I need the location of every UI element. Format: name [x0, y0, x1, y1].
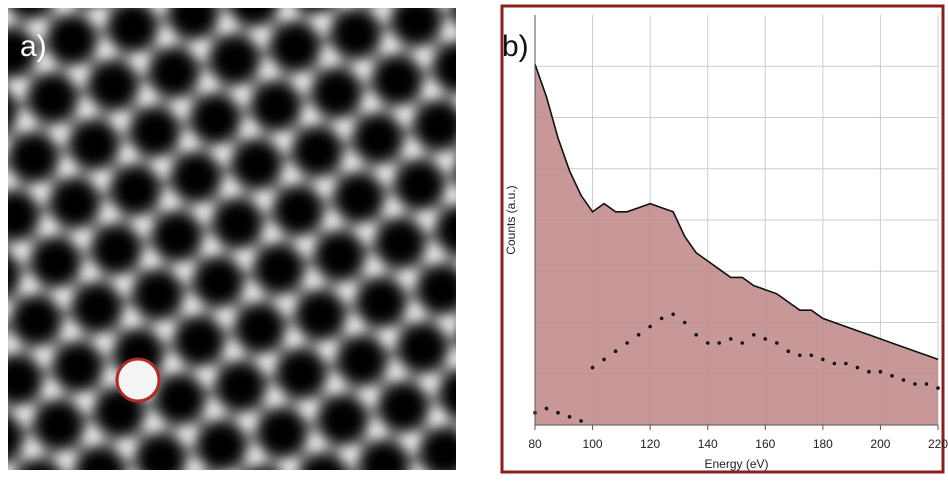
data-dot: [717, 341, 722, 345]
data-dot: [798, 353, 802, 358]
stem-image: [8, 8, 456, 470]
data-dot: [936, 386, 940, 390]
data-dot: [544, 406, 549, 411]
data-dot: [809, 353, 814, 358]
data-dot: [740, 341, 745, 345]
data-dot: [821, 357, 825, 362]
data-dot: [625, 341, 629, 345]
data-dot: [659, 316, 664, 321]
data-dot: [556, 410, 560, 415]
data-dot: [671, 312, 675, 317]
x-tick-label: 80: [528, 437, 542, 451]
y-axis-label: Counts (a.u.): [504, 185, 518, 254]
data-dot: [751, 333, 756, 337]
data-dot: [832, 361, 837, 366]
data-dot: [602, 357, 606, 362]
data-dot: [705, 341, 710, 345]
data-dot: [855, 365, 860, 370]
data-dot: [878, 369, 883, 374]
panel-label: b): [502, 30, 529, 63]
x-tick-label: 140: [698, 437, 718, 451]
x-tick-label: 220: [928, 437, 948, 451]
data-dot: [901, 378, 906, 382]
data-dot: [867, 369, 871, 374]
data-dot: [913, 382, 917, 386]
data-dot: [890, 374, 894, 378]
data-dot: [613, 349, 618, 354]
data-dot: [728, 337, 733, 341]
data-dot: [775, 341, 779, 345]
data-dot: [844, 361, 848, 366]
data-dot: [648, 324, 652, 329]
data-dot: [924, 382, 929, 386]
data-dot: [694, 333, 698, 337]
data-dot: [763, 337, 768, 341]
panel-label: a): [20, 30, 47, 63]
x-tick-label: 200: [870, 437, 890, 451]
data-dot: [636, 333, 641, 337]
x-tick-label: 180: [813, 437, 833, 451]
x-tick-label: 100: [583, 437, 603, 451]
marker-circle: [115, 357, 161, 403]
x-axis-label: Energy (eV): [704, 457, 768, 471]
data-dot: [579, 419, 583, 423]
x-tick-label: 160: [755, 437, 775, 451]
data-dot: [682, 320, 687, 325]
data-dot: [567, 415, 572, 419]
area-fill: [535, 64, 938, 425]
x-tick-label: 120: [640, 437, 660, 451]
data-dot: [786, 349, 791, 354]
data-dot: [590, 365, 595, 370]
spectrum-line: [534, 63, 939, 361]
